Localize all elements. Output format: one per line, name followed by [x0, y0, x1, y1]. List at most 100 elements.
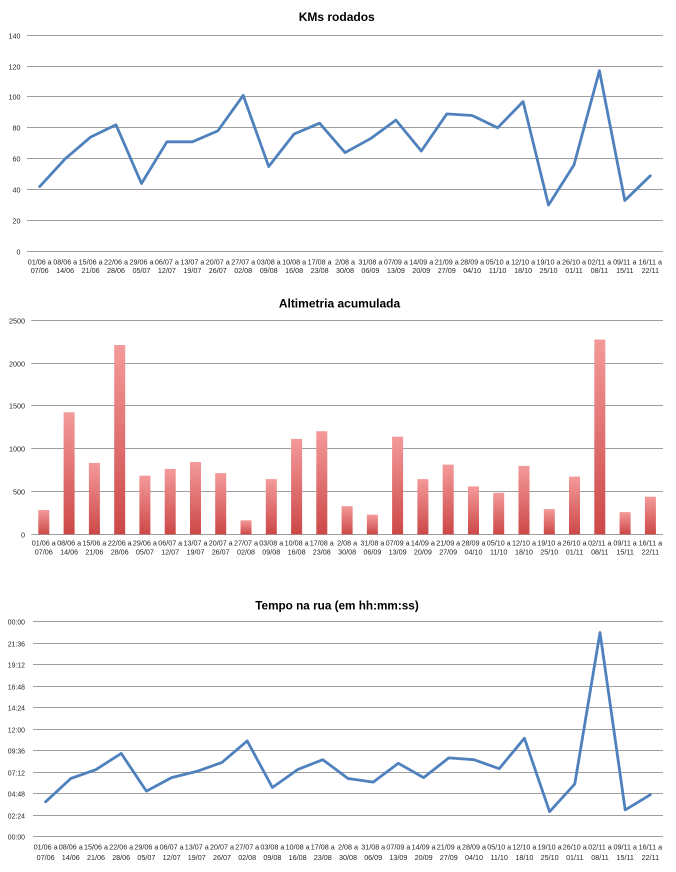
svg-text:13/07 a: 13/07 a	[185, 843, 209, 852]
svg-text:0: 0	[17, 247, 21, 256]
svg-text:15/06 a: 15/06 a	[79, 258, 103, 267]
svg-text:20/09: 20/09	[412, 266, 430, 275]
svg-text:140: 140	[9, 31, 21, 40]
svg-text:04/10: 04/10	[463, 266, 481, 275]
svg-text:08/06 a: 08/06 a	[59, 843, 83, 852]
svg-text:06/09: 06/09	[361, 266, 379, 275]
svg-text:01/06 a: 01/06 a	[32, 539, 56, 548]
svg-text:05/10 a: 05/10 a	[486, 258, 510, 267]
svg-text:30/08: 30/08	[338, 547, 356, 556]
svg-text:06/07 a: 06/07 a	[158, 539, 182, 548]
svg-text:27/09: 27/09	[439, 547, 457, 556]
svg-text:00:00: 00:00	[8, 832, 25, 841]
svg-text:KMs rodados: KMs rodados	[299, 10, 375, 24]
svg-text:03/08 a: 03/08 a	[260, 843, 284, 852]
svg-text:02/08: 02/08	[237, 547, 255, 556]
svg-text:18/10: 18/10	[514, 266, 532, 275]
svg-text:2/08 a: 2/08 a	[337, 539, 357, 548]
svg-text:09:36: 09:36	[8, 746, 25, 755]
svg-text:20: 20	[13, 216, 21, 225]
svg-text:16/08: 16/08	[285, 266, 303, 275]
svg-text:06/07 a: 06/07 a	[155, 258, 179, 267]
svg-text:2000: 2000	[9, 359, 25, 368]
svg-text:18/10: 18/10	[515, 547, 533, 556]
svg-text:40: 40	[13, 185, 21, 194]
svg-text:05/10 a: 05/10 a	[487, 843, 511, 852]
svg-text:12/10 a: 12/10 a	[511, 258, 535, 267]
svg-text:27/07 a: 27/07 a	[231, 258, 255, 267]
svg-text:20/07 a: 20/07 a	[210, 843, 234, 852]
svg-text:01/06 a: 01/06 a	[34, 843, 58, 852]
svg-text:16/11 a: 16/11 a	[639, 258, 662, 267]
svg-text:07/09 a: 07/09 a	[386, 843, 410, 852]
svg-text:25/10: 25/10	[541, 853, 559, 862]
svg-text:01/11: 01/11	[566, 853, 583, 862]
svg-text:Tempo na rua (em hh:mm:ss): Tempo na rua (em hh:mm:ss)	[255, 599, 419, 613]
svg-text:13/09: 13/09	[389, 547, 407, 556]
svg-text:22/11: 22/11	[642, 547, 659, 556]
svg-text:07:12: 07:12	[8, 768, 25, 777]
svg-text:28/06: 28/06	[112, 853, 130, 862]
svg-text:26/10 a: 26/10 a	[563, 539, 587, 548]
svg-text:16:48: 16:48	[8, 682, 25, 691]
svg-text:80: 80	[13, 123, 21, 132]
svg-text:28/09 a: 28/09 a	[462, 843, 486, 852]
svg-text:21/09 a: 21/09 a	[437, 843, 461, 852]
svg-text:17/08 a: 17/08 a	[311, 843, 335, 852]
svg-text:02/08: 02/08	[238, 853, 256, 862]
svg-text:01/06 a: 01/06 a	[28, 258, 52, 267]
svg-text:26/10 a: 26/10 a	[563, 843, 587, 852]
svg-text:26/07: 26/07	[213, 853, 231, 862]
svg-text:10/08 a: 10/08 a	[285, 539, 309, 548]
svg-text:60: 60	[13, 154, 21, 163]
svg-text:19/07: 19/07	[188, 853, 206, 862]
svg-text:02/11 a: 02/11 a	[588, 539, 611, 548]
svg-text:16/08: 16/08	[288, 547, 306, 556]
svg-text:21/09 a: 21/09 a	[436, 539, 460, 548]
svg-text:09/11 a: 09/11 a	[613, 539, 636, 548]
svg-text:29/06 a: 29/06 a	[130, 258, 154, 267]
svg-text:21/06: 21/06	[87, 853, 105, 862]
svg-text:31/08 a: 31/08 a	[358, 258, 382, 267]
svg-text:21:36: 21:36	[8, 639, 25, 648]
svg-text:14/09 a: 14/09 a	[409, 258, 433, 267]
svg-text:12/07: 12/07	[158, 266, 176, 275]
svg-text:16/11 a: 16/11 a	[639, 539, 662, 548]
svg-text:03/08 a: 03/08 a	[257, 258, 281, 267]
svg-text:09/08: 09/08	[262, 547, 280, 556]
svg-text:07/06: 07/06	[31, 266, 49, 275]
svg-text:02/11 a: 02/11 a	[588, 258, 611, 267]
svg-text:10/08 a: 10/08 a	[286, 843, 310, 852]
svg-text:22/11: 22/11	[642, 266, 659, 275]
svg-text:30/08: 30/08	[339, 853, 357, 862]
svg-text:19/10 a: 19/10 a	[538, 843, 562, 852]
svg-text:14/06: 14/06	[62, 853, 80, 862]
svg-text:01/11: 01/11	[566, 547, 583, 556]
svg-text:00:00: 00:00	[8, 617, 25, 626]
svg-text:04/10: 04/10	[465, 853, 483, 862]
svg-text:13/09: 13/09	[387, 266, 405, 275]
svg-text:05/07: 05/07	[136, 547, 154, 556]
svg-text:07/06: 07/06	[35, 547, 53, 556]
svg-text:07/06: 07/06	[37, 853, 55, 862]
svg-text:16/08: 16/08	[289, 853, 307, 862]
svg-text:28/09 a: 28/09 a	[460, 258, 484, 267]
svg-text:15/06 a: 15/06 a	[82, 539, 106, 548]
svg-text:22/06 a: 22/06 a	[108, 539, 132, 548]
svg-text:11/10: 11/10	[490, 853, 507, 862]
svg-text:18/10: 18/10	[515, 853, 533, 862]
svg-text:22/06 a: 22/06 a	[109, 843, 133, 852]
svg-text:15/06 a: 15/06 a	[84, 843, 108, 852]
svg-text:09/08: 09/08	[260, 266, 278, 275]
svg-text:12/07: 12/07	[163, 853, 181, 862]
svg-text:20/09: 20/09	[414, 547, 432, 556]
svg-text:07/09 a: 07/09 a	[386, 539, 410, 548]
svg-text:500: 500	[13, 487, 25, 496]
svg-text:12/10 a: 12/10 a	[512, 843, 536, 852]
svg-text:28/09 a: 28/09 a	[462, 539, 486, 548]
svg-text:27/09: 27/09	[440, 853, 458, 862]
svg-text:21/09 a: 21/09 a	[435, 258, 459, 267]
svg-text:27/07 a: 27/07 a	[235, 843, 259, 852]
svg-text:10/08 a: 10/08 a	[282, 258, 306, 267]
svg-text:19/07: 19/07	[187, 547, 205, 556]
